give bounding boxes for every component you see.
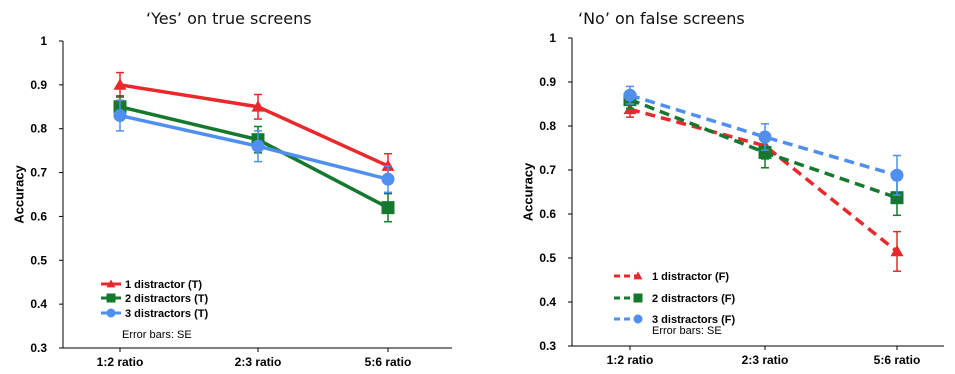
series-line <box>629 93 898 177</box>
error-bars-note: Error bars: SE <box>652 325 722 337</box>
x-tick-label: 1:2 ratio <box>97 355 144 369</box>
y-tick-label: 0.8 <box>539 119 556 133</box>
y-tick-label: 0.6 <box>539 207 556 221</box>
data-point <box>890 244 904 257</box>
y-tick-label: 0.7 <box>539 163 556 177</box>
chart-title-true-screens: ‘Yes’ on true screens <box>146 9 312 28</box>
chart-title-false-screens: ‘No’ on false screens <box>578 9 745 28</box>
legend-label: 1 distractor (F) <box>652 271 729 283</box>
data-point <box>251 100 265 112</box>
series-line <box>629 107 899 253</box>
y-tick-label: 0.4 <box>30 297 47 311</box>
legend-label: 2 distractors (T) <box>125 293 208 305</box>
y-tick-label: 0.8 <box>30 122 47 136</box>
data-point <box>113 109 127 123</box>
legend-label: 3 distractors (F) <box>652 314 735 326</box>
y-tick-label: 1 <box>549 31 556 45</box>
y-tick-label: 0.4 <box>539 295 556 309</box>
x-tick-label: 1:2 ratio <box>607 353 654 367</box>
legend-label: 1 distractor (T) <box>125 279 202 291</box>
y-axis-label: Accuracy <box>11 164 26 223</box>
y-axis-label: Accuracy <box>520 162 535 221</box>
data-point <box>381 201 395 215</box>
x-tick-label: 2:3 ratio <box>235 355 282 369</box>
legend-swatch-marker <box>633 293 643 303</box>
legend-swatch-marker <box>106 293 116 303</box>
y-tick-label: 0.3 <box>539 339 556 353</box>
legend-swatch-marker <box>633 271 643 280</box>
legend-swatch-marker <box>633 314 643 324</box>
data-point <box>758 145 772 159</box>
data-point <box>381 172 395 186</box>
legend-label: 3 distractors (T) <box>125 308 208 320</box>
data-point <box>381 159 395 171</box>
y-tick-label: 0.3 <box>30 341 47 355</box>
data-point <box>113 78 127 90</box>
data-point <box>890 168 904 182</box>
series-line <box>119 105 389 210</box>
y-tick-label: 0.6 <box>30 209 47 223</box>
x-tick-label: 2:3 ratio <box>742 353 789 367</box>
x-tick-label: 5:6 ratio <box>365 355 412 369</box>
y-tick-label: 0.9 <box>539 75 556 89</box>
data-point <box>758 130 772 144</box>
y-tick-label: 0.5 <box>539 251 556 265</box>
legend-swatch-marker <box>106 279 116 288</box>
data-point <box>251 139 265 153</box>
data-point <box>623 88 637 102</box>
error-bars-note: Error bars: SE <box>122 329 192 341</box>
y-tick-label: 0.5 <box>30 253 47 267</box>
y-tick-label: 0.9 <box>30 78 47 92</box>
legend-label: 2 distractors (F) <box>652 293 735 305</box>
legend-swatch-marker <box>106 308 116 318</box>
x-tick-label: 5:6 ratio <box>874 353 921 367</box>
y-tick-label: 1 <box>40 34 47 48</box>
y-tick-label: 0.7 <box>30 166 47 180</box>
